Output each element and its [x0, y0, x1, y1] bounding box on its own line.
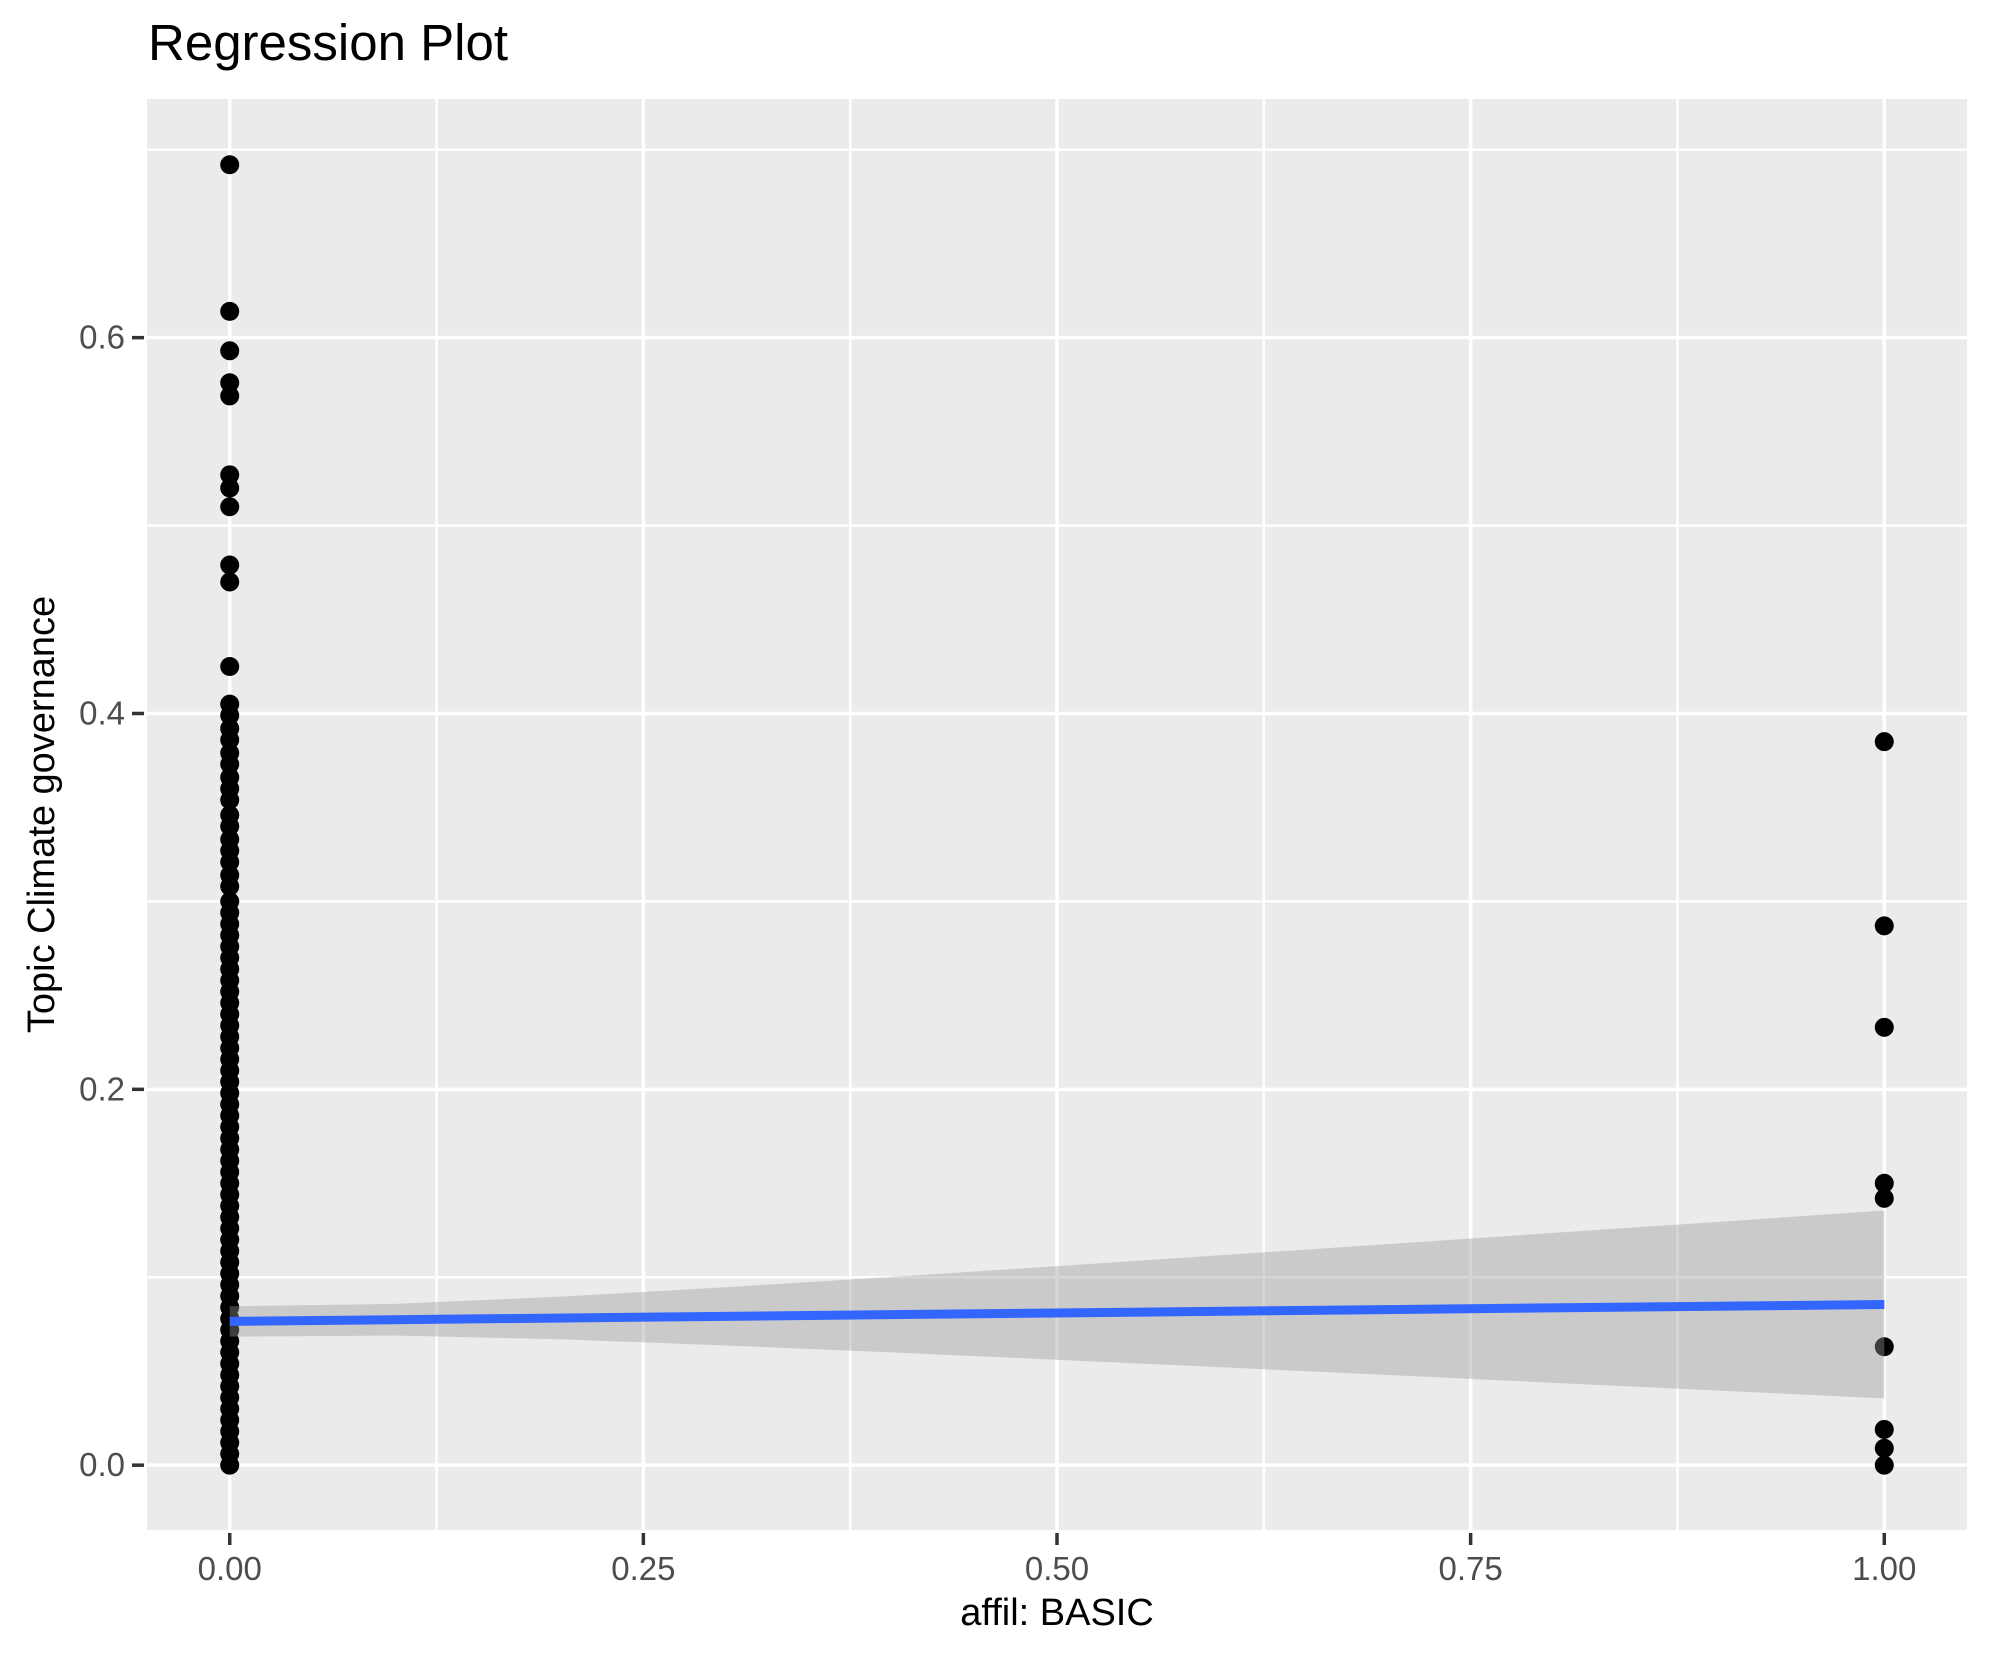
data-point: [220, 754, 240, 774]
data-point: [220, 386, 240, 406]
y-tick-label: 0.4: [79, 694, 125, 731]
data-point: [1874, 732, 1894, 752]
plot-title: Regression Plot: [148, 14, 509, 71]
x-tick-label: 0.50: [1025, 1550, 1089, 1587]
x-tick-label: 0.00: [198, 1550, 262, 1587]
data-point: [220, 852, 240, 872]
data-point: [1874, 1017, 1894, 1037]
y-tick-label: 0.6: [79, 319, 125, 356]
data-point: [220, 497, 240, 517]
data-point: [220, 373, 240, 393]
data-point: [220, 730, 240, 750]
data-point: [1874, 1419, 1894, 1439]
confidence-band: [229, 1210, 1885, 1399]
data-point: [1874, 1438, 1894, 1458]
data-point: [1874, 1455, 1894, 1475]
data-point: [220, 341, 240, 361]
x-tick-label: 0.25: [611, 1550, 675, 1587]
data-point: [220, 876, 240, 896]
data-point: [220, 155, 240, 175]
x-tick-label: 0.75: [1439, 1550, 1503, 1587]
y-axis-title-container: Topic Climate governance: [3, 99, 83, 1530]
data-point: [1874, 916, 1894, 936]
data-point: [220, 657, 240, 677]
y-tick-label: 0.2: [79, 1070, 125, 1107]
data-point: [1874, 1188, 1894, 1208]
data-point: [220, 790, 240, 810]
data-point: [220, 478, 240, 498]
x-axis-title: affil: BASIC: [960, 1592, 1154, 1634]
y-axis-title: Topic Climate governance: [21, 595, 64, 1034]
data-point: [220, 465, 240, 485]
data-point: [220, 1455, 240, 1475]
regression-line: [229, 1299, 1885, 1326]
x-tick-label: 1.00: [1852, 1550, 1916, 1587]
data-point: [1874, 1337, 1894, 1357]
data-point: [220, 572, 240, 592]
y-tick-label: 0.0: [79, 1446, 125, 1483]
data-point: [220, 816, 240, 836]
data-point: [220, 301, 240, 321]
data-point: [1874, 1173, 1894, 1193]
data-point: [220, 555, 240, 575]
data-point: [220, 705, 240, 725]
